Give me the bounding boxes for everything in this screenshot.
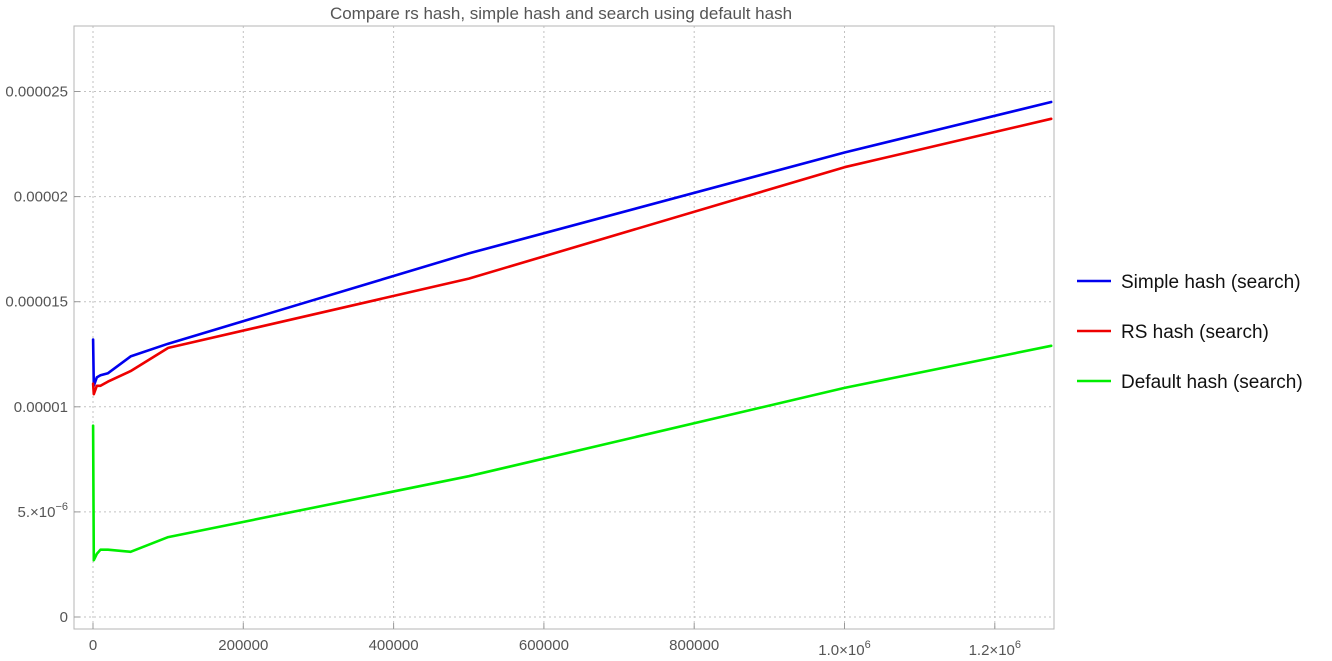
tick-layer: 0 200000 400000 600000 800000 1.0×106 1.2×106 0…: [5, 84, 1021, 660]
y-tick-label: 0: [60, 609, 68, 626]
legend-label: RS hash (search): [1121, 322, 1269, 343]
x-tick-exponent: 6: [865, 639, 871, 651]
series-line-2: [91, 117, 1053, 396]
x-tick-label: 400000: [369, 637, 419, 654]
x-tick-label: 600000: [519, 637, 569, 654]
y-tick-label: 0.00002: [14, 189, 68, 206]
legend-label: Default hash (search): [1121, 372, 1303, 393]
x-tick-label: 200000: [218, 637, 268, 654]
x-tick-exponent: 6: [1015, 639, 1021, 651]
y-tick-label: 5.×10−6: [17, 501, 68, 521]
x-tick-label: 1.0×106: [818, 639, 870, 659]
y-tick-label: 0.000025: [5, 84, 68, 101]
x-tick-label: 1.2×106: [969, 639, 1021, 659]
series-line-3: [91, 344, 1053, 562]
legend: Simple hash (search) RS hash (search) Defa…: [1077, 272, 1303, 393]
x-tick-label: 800000: [669, 637, 719, 654]
legend-label: Simple hash (search): [1121, 272, 1301, 293]
plot-frame: [73, 25, 1055, 630]
y-tick-label: 0.000015: [5, 294, 68, 311]
chart-title: Compare rs hash, simple hash and search …: [330, 4, 792, 23]
y-tick-label: 0.00001: [14, 399, 68, 416]
grid-layer: [74, 26, 1054, 629]
y-tick-exponent: −6: [55, 501, 68, 513]
x-tick-label: 0: [89, 637, 97, 654]
series-line-1: [91, 100, 1053, 388]
series-layer: [91, 100, 1053, 562]
